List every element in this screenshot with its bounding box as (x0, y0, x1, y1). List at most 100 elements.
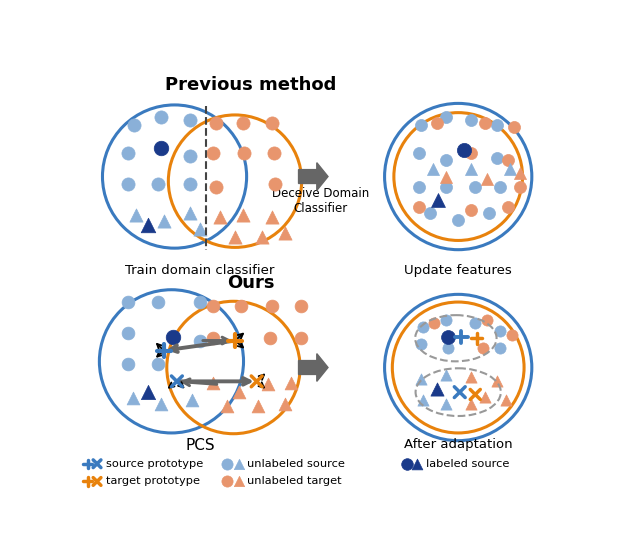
Point (270, 180, 280, 189)
Point (482, 174, 492, 183)
FancyArrow shape (298, 162, 328, 190)
Point (267, 301, 277, 310)
Point (237, 211, 248, 220)
Point (441, 400, 451, 409)
Point (412, 459, 422, 468)
Point (492, 153, 502, 162)
Point (280, 228, 291, 237)
Point (414, 182, 424, 191)
Point (416, 375, 426, 384)
Point (495, 326, 505, 335)
Point (470, 318, 481, 327)
Point (123, 328, 133, 337)
Point (428, 165, 438, 174)
Point (467, 115, 477, 124)
Point (222, 459, 232, 468)
Point (123, 149, 133, 158)
Point (156, 400, 166, 409)
Point (429, 318, 439, 327)
Point (492, 120, 502, 129)
Point (195, 225, 205, 234)
Point (280, 400, 291, 409)
Point (265, 334, 275, 343)
Point (296, 301, 306, 310)
Text: labeled source: labeled source (426, 459, 509, 469)
Point (441, 172, 451, 181)
Text: PCS: PCS (186, 438, 215, 454)
Point (253, 402, 264, 410)
Point (414, 203, 424, 212)
Point (509, 123, 519, 132)
Point (443, 332, 453, 341)
Point (508, 330, 518, 339)
Point (123, 297, 133, 306)
Text: Update features: Update features (404, 264, 512, 277)
Point (285, 379, 296, 388)
Text: unlabeled target: unlabeled target (246, 477, 341, 487)
Point (131, 211, 141, 220)
Point (195, 336, 205, 345)
Point (185, 209, 195, 218)
Point (501, 395, 511, 404)
Point (156, 113, 166, 122)
Point (458, 146, 468, 155)
Point (402, 459, 412, 468)
Point (478, 344, 488, 353)
Point (222, 477, 232, 486)
Point (479, 392, 490, 401)
Point (267, 118, 277, 127)
Point (185, 180, 195, 189)
Point (495, 182, 505, 191)
Point (236, 301, 246, 310)
Point (467, 372, 477, 381)
Point (467, 400, 477, 409)
Point (185, 151, 195, 160)
Point (234, 459, 244, 468)
Point (143, 221, 154, 230)
Point (269, 149, 279, 158)
Point (123, 180, 133, 189)
Point (441, 155, 451, 164)
Point (515, 169, 525, 178)
Point (433, 195, 443, 204)
Point (479, 118, 490, 127)
Point (211, 118, 221, 127)
Point (127, 394, 138, 403)
Point (441, 315, 451, 324)
Point (441, 182, 451, 191)
Text: target prototype: target prototype (106, 477, 200, 487)
Point (208, 379, 218, 388)
Point (230, 232, 240, 241)
Point (502, 203, 513, 212)
Text: unlabeled source: unlabeled source (246, 459, 344, 469)
Point (515, 182, 525, 191)
Point (214, 213, 225, 222)
Point (416, 340, 426, 349)
Point (143, 388, 154, 396)
Text: Ours: Ours (227, 273, 275, 292)
Point (188, 395, 198, 404)
Point (257, 232, 268, 241)
FancyArrow shape (298, 354, 328, 381)
Text: source prototype: source prototype (106, 459, 203, 469)
Point (414, 149, 424, 158)
Point (441, 371, 451, 380)
Point (239, 149, 250, 158)
Point (262, 380, 273, 389)
Point (425, 209, 435, 218)
Point (467, 165, 477, 174)
Point (156, 143, 166, 152)
Point (417, 323, 428, 332)
Text: Previous method: Previous method (165, 76, 336, 95)
Point (237, 118, 248, 127)
Point (492, 377, 502, 386)
Point (467, 149, 477, 158)
Point (470, 182, 481, 191)
Point (505, 165, 515, 174)
Point (129, 120, 140, 129)
Text: Deceive Domain
Classifier: Deceive Domain Classifier (271, 186, 369, 214)
Point (152, 297, 163, 306)
Point (152, 180, 163, 189)
Point (467, 205, 477, 214)
Point (208, 301, 218, 310)
